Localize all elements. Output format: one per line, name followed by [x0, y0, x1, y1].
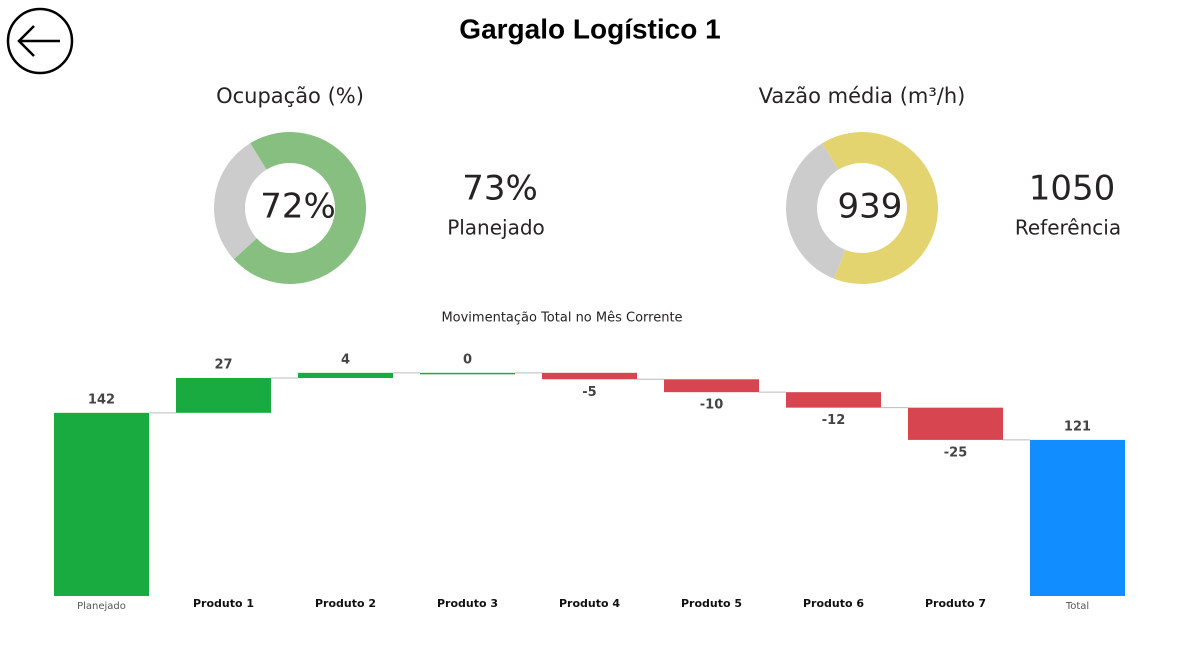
- waterfall-bar: [176, 377, 271, 413]
- donut-title: Vazão média (m³/h): [759, 84, 966, 108]
- data-label: -5: [582, 385, 596, 400]
- category-label: Produto 6: [803, 597, 864, 610]
- data-label: 27: [214, 357, 232, 372]
- donut-segment: [233, 131, 366, 284]
- waterfall-bar: [54, 412, 149, 596]
- waterfall-bar: [420, 372, 515, 375]
- category-label: Produto 7: [925, 597, 986, 610]
- waterfall-bar: [542, 372, 637, 380]
- donut-center-label: 72%: [260, 187, 336, 227]
- waterfall-bar: [298, 372, 393, 378]
- waterfall-title: Movimentação Total no Mês Corrente: [441, 311, 682, 326]
- category-label: Produto 2: [315, 597, 376, 610]
- waterfall-bar: [664, 379, 759, 393]
- waterfall-bar: [786, 392, 881, 408]
- donut-center-label: 939: [838, 187, 903, 227]
- data-label: -12: [822, 413, 846, 428]
- category-label: Planejado: [77, 601, 126, 612]
- data-label: 0: [463, 352, 472, 367]
- data-label: -25: [944, 445, 968, 460]
- waterfall-bar: [1030, 439, 1125, 596]
- donut-segment: [786, 143, 846, 279]
- kpi-value: 73%: [462, 169, 538, 209]
- donut-segment: [822, 132, 938, 284]
- category-label: Produto 3: [437, 597, 498, 610]
- data-label: -10: [700, 398, 724, 413]
- page-title: Gargalo Logístico 1: [459, 13, 720, 44]
- kpi-label: Planejado: [447, 216, 545, 240]
- donut-title: Ocupação (%): [216, 84, 364, 108]
- back-arrow[interactable]: [17, 25, 60, 57]
- data-label: 4: [341, 352, 350, 367]
- kpi-value: 1050: [1029, 169, 1116, 209]
- back-button[interactable]: [6, 7, 74, 75]
- category-label: Produto 1: [193, 597, 254, 610]
- data-label: 121: [1064, 419, 1091, 434]
- kpi-label: Referência: [1015, 216, 1121, 240]
- category-label: Produto 5: [681, 597, 742, 610]
- waterfall-bar: [908, 407, 1003, 440]
- donut-segment: [214, 143, 267, 260]
- data-label: 142: [88, 392, 115, 407]
- category-label: Produto 4: [559, 597, 620, 610]
- category-label: Total: [1065, 601, 1089, 612]
